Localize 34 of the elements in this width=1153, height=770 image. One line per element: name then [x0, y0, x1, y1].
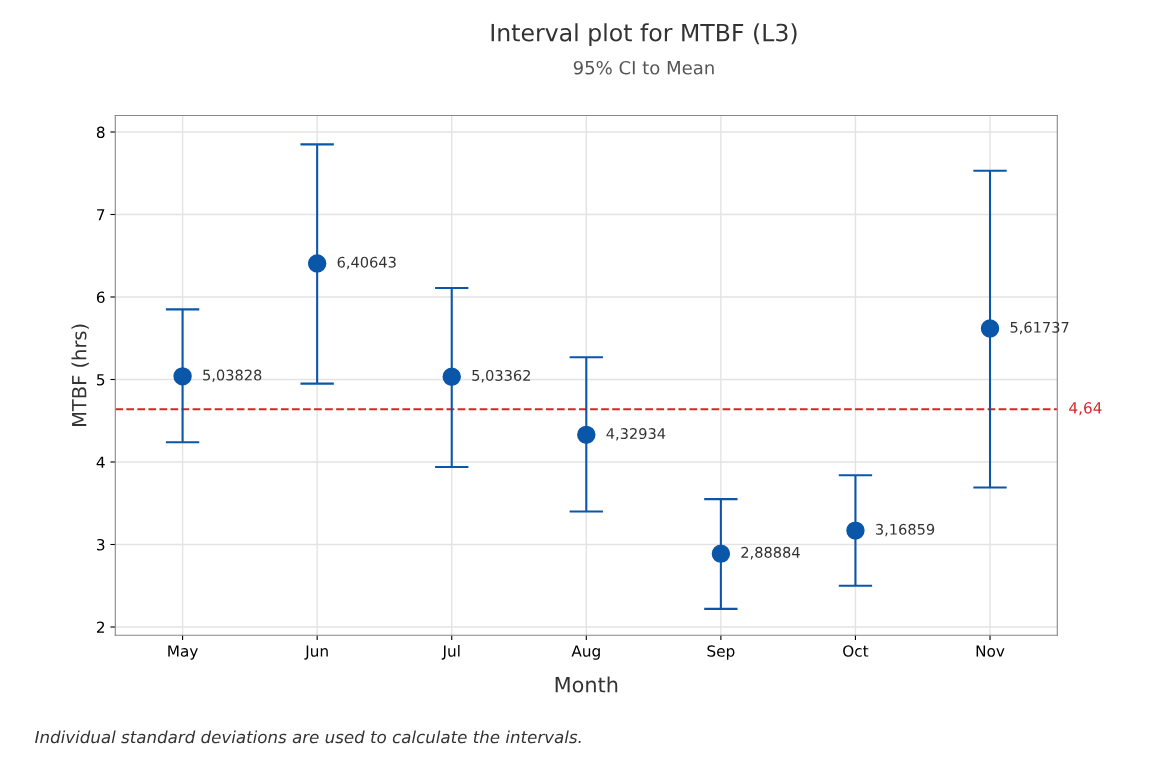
data-label: 5,61737	[1010, 321, 1069, 335]
y-tick-label: 6	[96, 291, 105, 304]
data-label: 5,03828	[203, 369, 262, 383]
x-tick-label: Nov	[976, 645, 1005, 657]
data-label: 4,32934	[606, 428, 666, 441]
y-tick-label: 8	[96, 126, 105, 139]
data-label: 5,03362	[472, 369, 531, 383]
x-axis-title: Month	[555, 676, 618, 693]
y-tick-label: 3	[97, 538, 105, 551]
point	[577, 425, 596, 445]
ref-line-label: 4,64	[1069, 402, 1102, 416]
point	[442, 367, 461, 386]
x-tick-label: May	[168, 645, 198, 660]
x-tick-label: Oct	[843, 645, 869, 657]
data-label: 3,16859	[876, 523, 935, 537]
x-tick-label: Sep	[707, 645, 735, 660]
data-label: 2,88884	[741, 546, 800, 560]
chart-subtitle: 95% CI to Mean	[573, 60, 714, 75]
point	[173, 367, 192, 386]
y-axis-title: MTBF (hrs)	[71, 324, 89, 426]
y-tick-label: 2	[96, 621, 105, 633]
y-tick-label: 7	[97, 209, 105, 221]
point	[711, 544, 731, 563]
chart-title: Interval plot for MTBF (L3)	[491, 23, 797, 47]
data-label: 6,40643	[337, 256, 396, 270]
text: Individual standard deviations are used to calculate the intervals.	[35, 730, 581, 744]
x-tick-label: Jul	[441, 644, 460, 660]
x-tick-label: Jun	[304, 645, 328, 660]
point	[307, 254, 327, 273]
y-tick-label: 5	[97, 374, 105, 386]
x-tick-label: Aug	[571, 645, 600, 660]
y-tick-label: 4	[96, 456, 105, 468]
point	[980, 319, 1000, 338]
point	[846, 521, 865, 540]
